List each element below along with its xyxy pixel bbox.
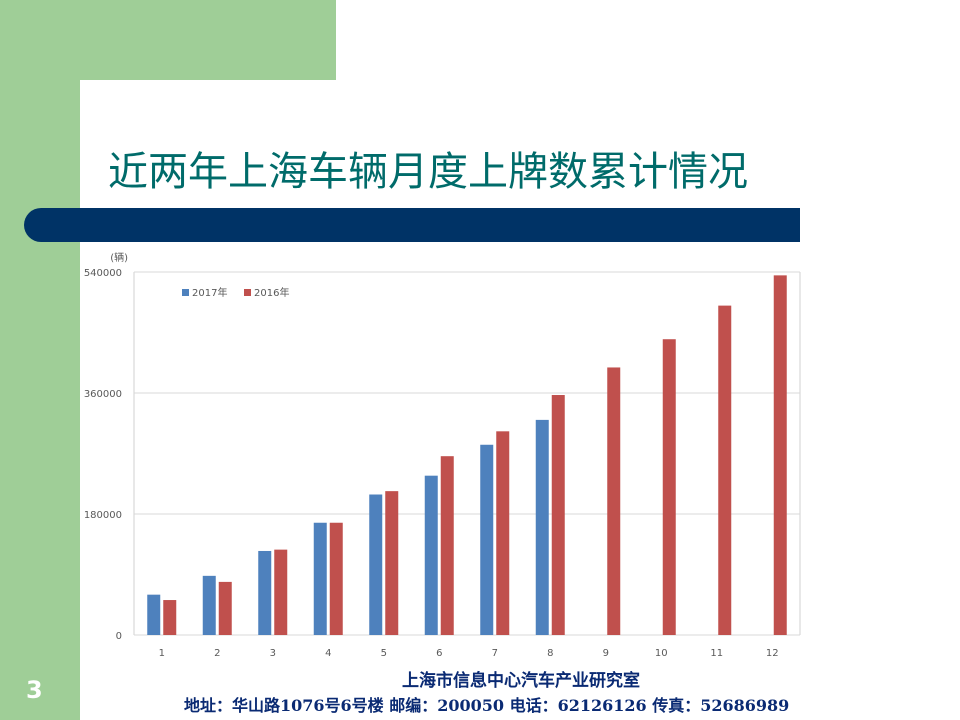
x-tick-label: 7: [492, 648, 498, 659]
y-tick-label: 180000: [84, 510, 122, 521]
bar-2017: [535, 419, 549, 635]
footer-contact-info: 地址：华山路1076号6号楼 邮编：200050 电话：62126126 传真：…: [184, 696, 790, 715]
legend-label: 2017年: [192, 286, 227, 299]
bar-2016: [551, 395, 565, 635]
x-tick-label: 4: [325, 648, 331, 659]
x-tick-label: 11: [710, 648, 723, 659]
bar-2016: [329, 522, 343, 635]
bar-2016: [496, 431, 510, 635]
y-tick-label: 540000: [84, 268, 122, 279]
y-tick-label: 0: [116, 631, 122, 642]
bar-2016: [218, 581, 232, 635]
y-unit-label: (辆): [110, 251, 128, 264]
bar-2017: [369, 494, 383, 635]
bar-2016: [607, 367, 621, 635]
x-tick-label: 12: [766, 648, 779, 659]
x-tick-label: 3: [270, 648, 276, 659]
bar-2017: [424, 475, 438, 635]
x-tick-label: 8: [547, 648, 553, 659]
bar-2016: [274, 549, 288, 635]
bar-2016: [718, 305, 732, 635]
x-tick-label: 6: [436, 648, 442, 659]
bar-2016: [163, 600, 177, 635]
x-tick-label: 9: [603, 648, 609, 659]
page-number: 3: [26, 676, 43, 704]
bar-2017: [258, 550, 272, 635]
bar-2016: [385, 491, 399, 635]
x-tick-label: 5: [381, 648, 387, 659]
bar-2017: [202, 575, 216, 635]
x-tick-label: 10: [655, 648, 668, 659]
bar-2017: [147, 594, 161, 635]
bar-2016: [662, 339, 676, 635]
y-tick-label: 360000: [84, 389, 122, 400]
x-tick-label: 1: [159, 648, 165, 659]
bar-2017: [313, 522, 327, 635]
legend-swatch: [182, 289, 189, 296]
green-side-band: [0, 0, 80, 720]
x-tick-label: 2: [214, 648, 220, 659]
slide-title: 近两年上海车辆月度上牌数累计情况: [108, 149, 748, 195]
bar-2016: [773, 275, 787, 635]
bar-2017: [480, 444, 494, 635]
legend-label: 2016年: [254, 286, 289, 299]
green-top-block: [0, 0, 336, 80]
bar-2016: [440, 456, 454, 635]
title-underline-bar: [24, 208, 800, 242]
legend-swatch: [244, 289, 251, 296]
footer-organization: 上海市信息中心汽车产业研究室: [402, 671, 640, 691]
